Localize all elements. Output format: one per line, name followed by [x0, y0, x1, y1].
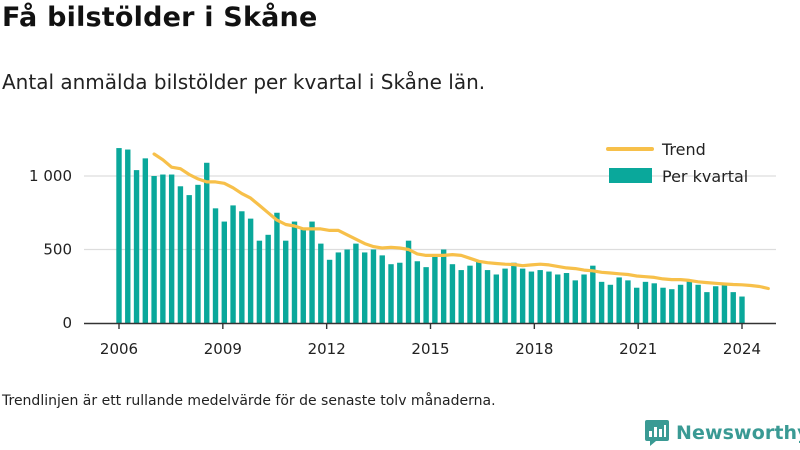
bar	[397, 262, 403, 323]
bar	[493, 274, 500, 323]
x-tick-label: 2006	[100, 340, 138, 358]
bar	[598, 281, 605, 323]
chart-title: Få bilstölder i Skåne	[2, 2, 318, 33]
bar	[651, 283, 657, 323]
bar	[642, 281, 649, 323]
bar	[326, 259, 333, 323]
footnote: Trendlinjen är ett rullande medelvärde f…	[2, 393, 496, 409]
bar	[405, 240, 412, 323]
bar	[204, 162, 210, 323]
bar	[616, 277, 622, 323]
bar	[142, 158, 149, 323]
bar	[300, 228, 306, 323]
newsworthy-logo-icon	[645, 420, 669, 446]
bar	[686, 280, 693, 323]
bar	[677, 284, 684, 323]
bar	[283, 240, 289, 323]
bar	[125, 149, 131, 323]
bar	[660, 287, 666, 323]
trend-line	[152, 152, 770, 291]
bar	[370, 249, 377, 323]
bar	[239, 211, 245, 323]
bar	[221, 221, 227, 323]
x-tick-label: 2021	[619, 340, 657, 358]
bar	[669, 289, 675, 323]
bar	[625, 280, 631, 323]
bar	[133, 170, 140, 323]
bar	[309, 221, 315, 323]
bar	[634, 287, 640, 323]
bar	[151, 176, 157, 323]
y-tick-label: 500	[43, 241, 72, 259]
axes: 0 500 1 000 2006 2009 2012 2015 2018 2021 2024	[29, 167, 776, 358]
bar	[739, 296, 745, 323]
chart: 0 500 1 000 2006 2009 2012 2015 2018 2021 2024 Tr…	[29, 140, 776, 358]
bar	[563, 273, 570, 323]
bar	[177, 186, 184, 323]
bar	[432, 255, 438, 323]
chart-subtitle: Antal anmälda bilstölder per kvartal i S…	[2, 70, 486, 94]
bar	[484, 270, 491, 323]
bar	[519, 268, 526, 323]
bar	[230, 205, 236, 323]
bar	[546, 271, 552, 323]
bar	[388, 264, 394, 323]
x-tick-label: 2012	[308, 340, 346, 358]
y-tick-label: 0	[62, 314, 72, 332]
bar	[476, 261, 482, 323]
bar	[555, 274, 561, 323]
bar-series	[116, 148, 745, 323]
x-tick-label: 2015	[411, 340, 449, 358]
bar	[361, 252, 368, 323]
bar	[537, 270, 543, 323]
bar	[353, 243, 359, 323]
bar	[458, 270, 464, 323]
bar	[572, 280, 578, 323]
bar	[344, 249, 350, 323]
x-tick-label: 2009	[204, 340, 242, 358]
x-tick-label: 2024	[723, 340, 761, 358]
bar	[265, 234, 271, 323]
legend-bar-label: Per kvartal	[662, 167, 748, 186]
bar	[581, 274, 587, 323]
bar	[186, 195, 192, 323]
y-tick-label: 1 000	[29, 167, 72, 185]
legend: Trend Per kvartal	[606, 140, 748, 186]
legend-bar-swatch	[609, 168, 652, 183]
bar	[160, 174, 166, 323]
bar	[379, 255, 385, 323]
bar	[318, 243, 324, 323]
bar	[721, 284, 728, 323]
bar	[511, 262, 517, 323]
bar	[335, 252, 342, 323]
bar	[212, 208, 219, 323]
bar	[423, 267, 429, 323]
x-tick-label: 2018	[515, 340, 553, 358]
bar	[590, 265, 596, 323]
bar	[116, 148, 122, 323]
bar	[502, 268, 508, 323]
bar	[712, 286, 719, 323]
legend-trend-label: Trend	[661, 140, 706, 159]
bar	[414, 261, 421, 323]
brand-name: Newsworthy	[676, 422, 800, 444]
bar	[449, 264, 456, 323]
bar	[247, 218, 254, 323]
bar	[528, 271, 535, 323]
bar	[730, 292, 736, 323]
brand-logo[interactable]: Newsworthy	[644, 419, 800, 447]
bar	[195, 184, 201, 323]
bar	[291, 221, 298, 323]
bar	[168, 174, 175, 323]
bar	[467, 265, 473, 323]
bar	[607, 284, 614, 323]
bar	[440, 249, 447, 323]
bar	[274, 212, 280, 323]
bar	[695, 284, 701, 323]
bar	[256, 240, 263, 323]
bar	[704, 292, 710, 323]
